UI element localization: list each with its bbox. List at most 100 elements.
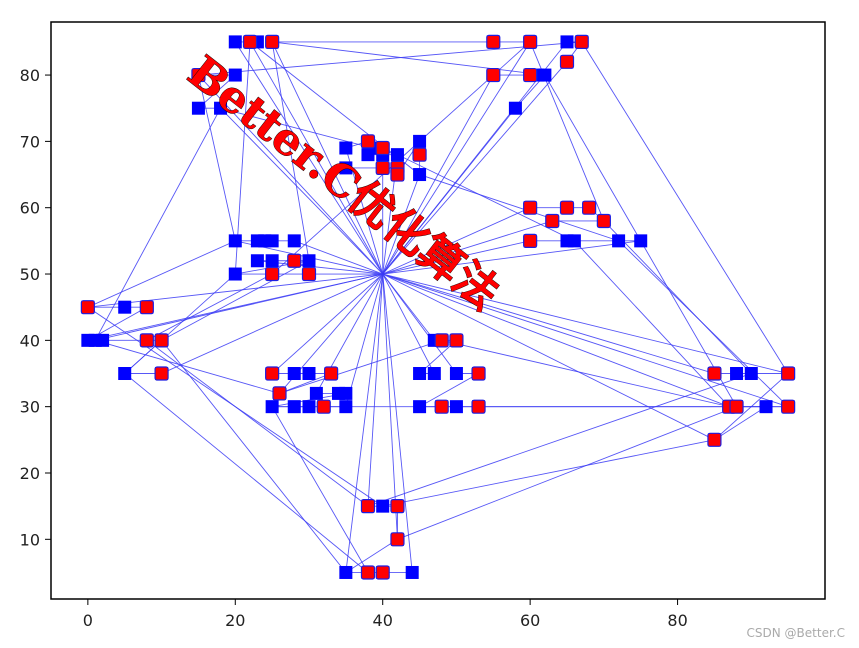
selected-point-14 [390, 167, 405, 182]
selected-point-25 [80, 300, 95, 315]
selected-point-35 [265, 366, 280, 381]
selected-point-32 [471, 366, 486, 381]
customer-point-50 [302, 254, 316, 268]
customer-point-104 [405, 565, 419, 579]
selected-point-18 [582, 200, 597, 215]
customer-point-18 [508, 101, 522, 115]
customer-point-59 [96, 333, 110, 347]
selected-point-21 [523, 233, 538, 248]
selected-point-10 [360, 134, 376, 149]
x-tick-label-0: 0 [83, 611, 93, 630]
route-line-26 [94, 107, 731, 408]
selected-point-16 [523, 200, 538, 215]
x-tick-label-80: 80 [667, 611, 687, 630]
route-line-24 [124, 41, 790, 573]
y-tick-label-40: 40 [20, 331, 40, 350]
customer-point-17 [214, 101, 228, 115]
credit-text: CSDN @Better.C [746, 626, 845, 640]
customer-point-1 [228, 35, 242, 49]
customer-point-94 [759, 400, 773, 414]
customer-point-71 [413, 400, 427, 414]
route-line-12 [87, 273, 383, 341]
customer-point-45 [265, 234, 279, 248]
selected-point-48 [360, 565, 376, 580]
selected-point-26 [139, 300, 154, 315]
customer-point-55 [118, 300, 132, 314]
customer-point-46 [287, 234, 301, 248]
route-line-21 [345, 273, 413, 573]
y-tick-label-20: 20 [20, 464, 40, 483]
selected-point-34 [471, 399, 486, 414]
y-tick-label-50: 50 [20, 265, 40, 284]
customer-point-16 [191, 101, 205, 115]
customer-point-14 [538, 68, 552, 82]
selected-point-38 [316, 399, 331, 414]
customer-point-84 [287, 400, 301, 414]
selected-point-43 [781, 399, 796, 414]
selected-point-1 [242, 34, 258, 49]
customer-point-76 [287, 367, 301, 381]
customer-point-41 [634, 234, 648, 248]
customer-point-67 [413, 367, 427, 381]
customer-point-31 [413, 168, 427, 182]
selected-point-11 [375, 140, 390, 156]
x-axis: 0 20 40 60 80 [83, 599, 688, 630]
selected-point-9 [559, 54, 575, 69]
customer-point-87 [339, 400, 353, 414]
selected-point-2 [265, 34, 280, 49]
selected-point-42 [729, 399, 744, 414]
selected-points [80, 34, 796, 580]
customer-point-29 [413, 134, 427, 148]
customer-point-48 [265, 254, 279, 268]
selected-point-31 [449, 333, 464, 348]
selected-point-46 [390, 499, 405, 514]
customer-point-19 [339, 141, 353, 155]
x-tick-label-20: 20 [225, 611, 245, 630]
customer-point-90 [744, 367, 758, 381]
selected-point-47 [390, 532, 405, 547]
customer-point-85 [302, 400, 316, 414]
selected-point-45 [360, 499, 376, 514]
selected-point-39 [707, 366, 722, 381]
selected-point-4 [523, 34, 538, 49]
selected-point-7 [486, 67, 501, 83]
customer-point-26 [339, 161, 353, 175]
customer-point-22 [361, 148, 375, 162]
customer-point-82 [339, 386, 353, 400]
y-tick-label-80: 80 [20, 66, 40, 85]
selected-point-23 [265, 266, 280, 282]
x-tick-label-40: 40 [373, 611, 393, 630]
customer-point-68 [427, 367, 441, 381]
customer-point-10 [228, 68, 242, 82]
route-line-18 [382, 273, 789, 374]
y-tick-label-70: 70 [20, 132, 40, 151]
customer-point-83 [265, 400, 279, 414]
y-tick-label-30: 30 [20, 398, 40, 417]
customer-point-98 [376, 499, 390, 513]
customer-point-42 [228, 234, 242, 248]
route-line-20 [367, 273, 398, 540]
customer-point-69 [449, 367, 463, 381]
selected-point-40 [781, 366, 796, 381]
selected-point-30 [434, 333, 449, 348]
selected-point-27 [139, 333, 154, 348]
customer-point-24 [390, 148, 404, 162]
y-tick-label-60: 60 [20, 199, 40, 218]
selected-point-29 [154, 366, 169, 381]
y-axis: 10 20 30 40 50 60 70 80 [20, 66, 51, 549]
selected-point-33 [434, 399, 449, 414]
selected-point-17 [559, 200, 575, 215]
selected-point-12 [375, 160, 390, 176]
selected-point-22 [287, 253, 302, 268]
selected-point-5 [574, 34, 589, 49]
y-tick-label-10: 10 [20, 530, 40, 549]
selected-point-37 [324, 366, 339, 381]
selected-point-19 [596, 213, 611, 229]
customer-point-73 [449, 400, 463, 414]
selected-point-36 [272, 386, 287, 401]
route-line-4 [197, 74, 384, 275]
customer-point-51 [228, 267, 242, 281]
customer-point-80 [309, 386, 323, 400]
selected-point-3 [486, 34, 501, 49]
